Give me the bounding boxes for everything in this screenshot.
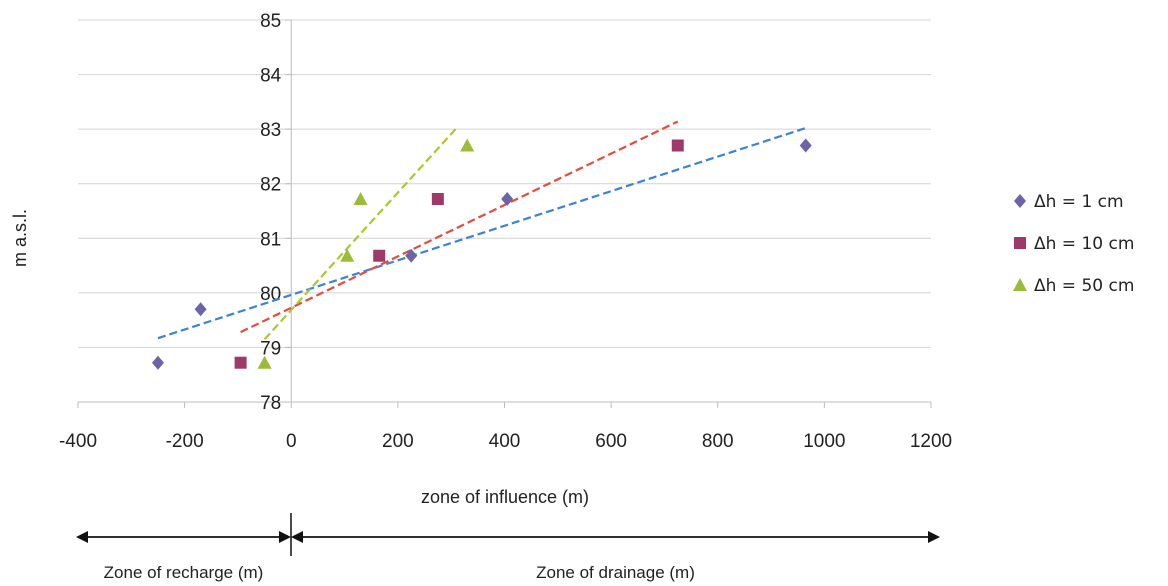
- data-point: [257, 355, 272, 369]
- y-tick-label: 79: [260, 338, 281, 359]
- data-point: [194, 302, 207, 317]
- data-point: [460, 138, 475, 152]
- data-point: [671, 139, 684, 152]
- data-point: [340, 248, 355, 262]
- legend-label: Δh = 1 cm: [1034, 192, 1124, 212]
- x-tick-label: 0: [286, 431, 297, 452]
- trendlines: [157, 120, 807, 340]
- legend-marker: [1014, 194, 1026, 208]
- legend-label: Δh = 50 cm: [1034, 276, 1134, 296]
- data-point: [799, 138, 812, 153]
- x-tick-label: -200: [166, 431, 204, 452]
- data-point: [501, 191, 514, 206]
- x-tick-label: 1000: [803, 431, 845, 452]
- data-point: [151, 355, 164, 370]
- x-tick-label: 400: [489, 431, 521, 452]
- y-tick-label: 82: [260, 175, 281, 196]
- y-tick-label: 80: [260, 284, 281, 305]
- x-tick-labels: -400 -200 0 200 400 600 800 1000 1200: [59, 431, 952, 452]
- data-point: [234, 356, 247, 369]
- x-axis-title: zone of influence (m): [421, 487, 589, 507]
- legend-marker: [1013, 278, 1027, 291]
- zone-label: Zone of drainage (m): [536, 563, 695, 582]
- x-tick-label: 200: [382, 431, 414, 452]
- trendline: [157, 127, 807, 340]
- trendline: [263, 127, 458, 340]
- gridlines: [78, 19, 931, 348]
- y-axis-title: m a.s.l.: [10, 209, 30, 267]
- data-point: [405, 248, 418, 263]
- zone-annotations: Zone of recharge (m) Zone of drainage (m): [76, 513, 940, 582]
- y-tick-label: 78: [260, 393, 281, 414]
- legend: Δh = 1 cm Δh = 10 cm Δh = 50 cm: [1013, 192, 1134, 296]
- legend-marker: [1014, 237, 1026, 249]
- y-tick-label: 84: [260, 66, 282, 87]
- y-tick-label: 83: [260, 120, 281, 141]
- x-tick-label: 1200: [910, 431, 952, 452]
- trendline: [240, 120, 679, 334]
- data-point: [373, 249, 386, 262]
- y-tick-labels: 78 79 80 81 82 83 84 85: [260, 11, 282, 414]
- zone-label: Zone of recharge (m): [104, 563, 264, 582]
- data-point: [353, 191, 368, 205]
- legend-label: Δh = 10 cm: [1034, 234, 1134, 254]
- x-tick-label: 800: [702, 431, 734, 452]
- x-tick-label: -400: [59, 431, 97, 452]
- y-tick-label: 81: [260, 229, 281, 250]
- data-point: [431, 192, 444, 205]
- x-tick-label: 600: [595, 431, 627, 452]
- axes: [77, 19, 932, 408]
- data-markers: [151, 138, 812, 370]
- y-tick-label: 85: [260, 11, 281, 32]
